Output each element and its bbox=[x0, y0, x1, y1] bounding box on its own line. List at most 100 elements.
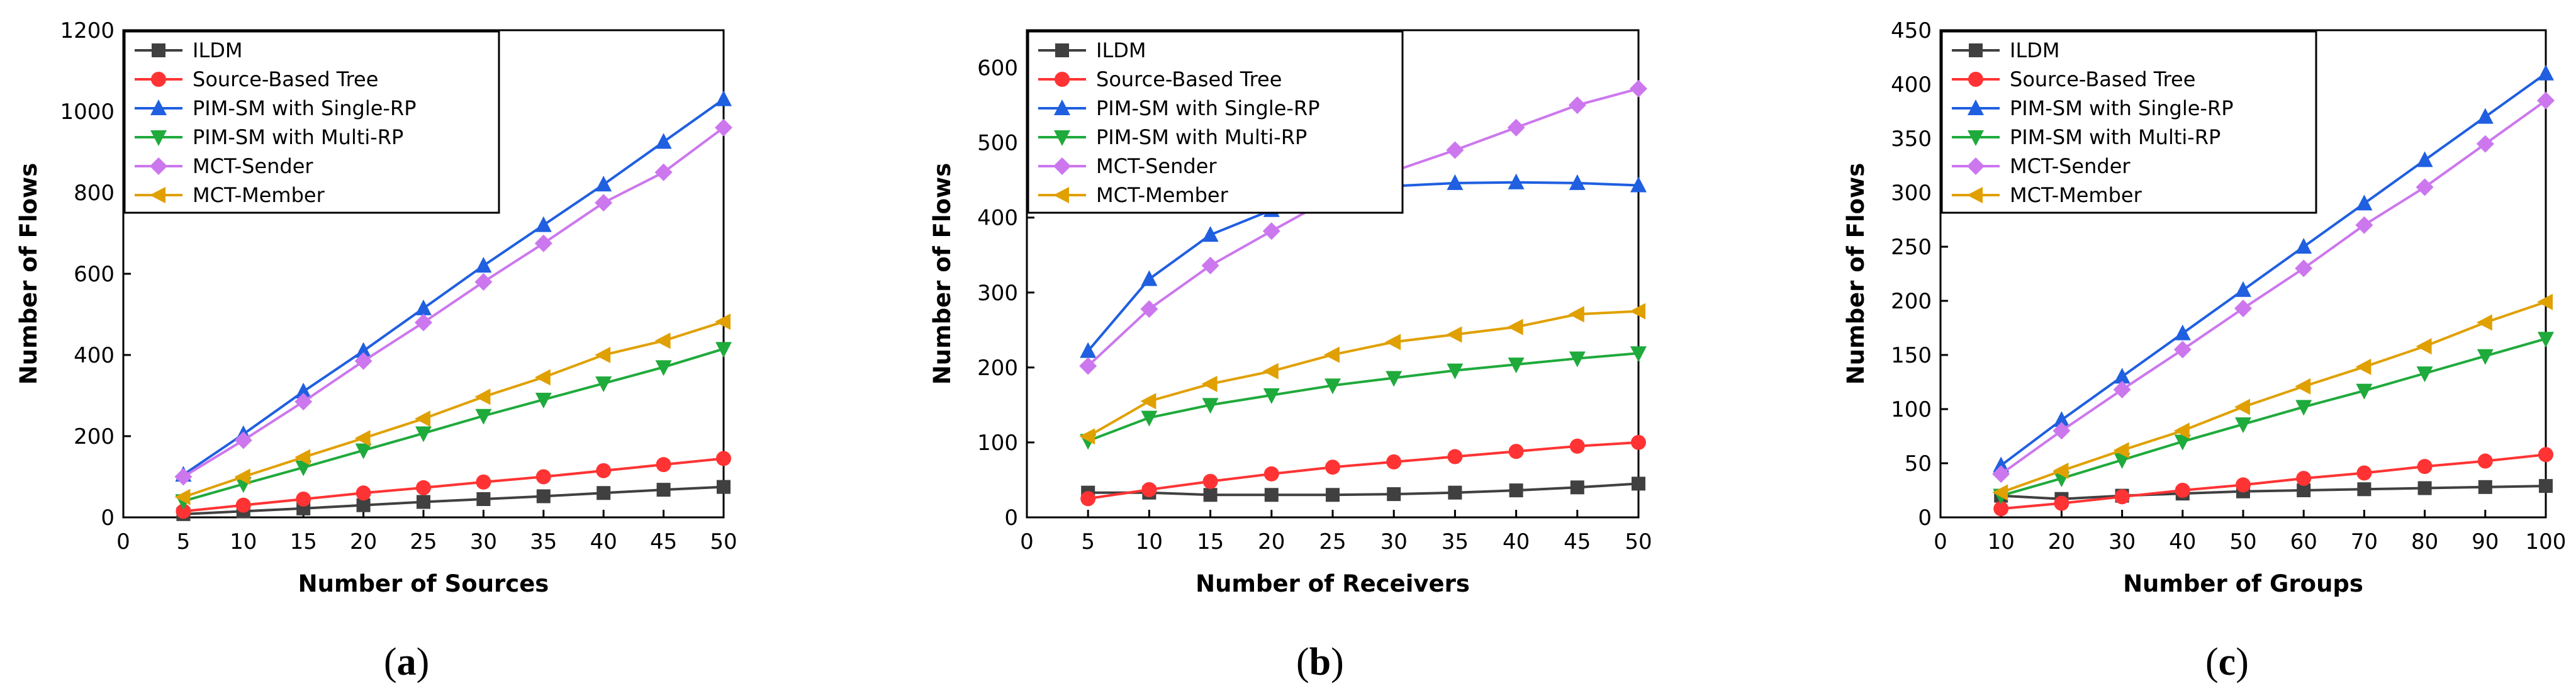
data-point bbox=[415, 410, 430, 427]
legend-label: ILDM bbox=[193, 38, 243, 62]
x-tick-label: 90 bbox=[2472, 529, 2499, 554]
legend-label: Source-Based Tree bbox=[1096, 67, 1282, 91]
y-tick-label: 500 bbox=[977, 131, 1018, 156]
y-tick-label: 250 bbox=[1891, 235, 1932, 260]
data-point bbox=[534, 234, 552, 252]
data-point bbox=[2295, 238, 2312, 254]
data-point bbox=[2355, 216, 2373, 234]
data-point bbox=[1140, 300, 1158, 318]
x-tick-label: 35 bbox=[530, 529, 557, 554]
data-point bbox=[1508, 444, 1524, 459]
data-point bbox=[1630, 303, 1645, 320]
data-point bbox=[1570, 480, 1584, 495]
data-point bbox=[1508, 357, 1525, 374]
legend-label: PIM-SM with Multi-RP bbox=[193, 125, 403, 149]
data-point bbox=[2174, 434, 2191, 451]
data-point bbox=[2052, 422, 2071, 440]
data-point bbox=[356, 485, 371, 501]
data-point bbox=[2477, 108, 2494, 124]
legend-box bbox=[123, 30, 500, 214]
data-point bbox=[1324, 378, 1341, 395]
legend-marker bbox=[151, 72, 166, 87]
data-point bbox=[2175, 483, 2190, 498]
panel-c: 0 10 20 30 40 50 60 70 80 90 100 0 50 100 150 200 250 300… bbox=[1842, 18, 2566, 684]
y-tick-label: 50 bbox=[1905, 451, 1932, 476]
data-point bbox=[1992, 484, 2008, 501]
y-tick-label: 400 bbox=[977, 206, 1018, 231]
data-point bbox=[1201, 256, 1219, 274]
y-axis-title: Number of Flows bbox=[1842, 163, 1869, 385]
series-line bbox=[183, 457, 724, 513]
data-point bbox=[234, 468, 250, 485]
data-point bbox=[1201, 376, 1218, 393]
x-tick-label: 35 bbox=[1442, 529, 1469, 554]
legend-label: PIM-SM with Multi-RP bbox=[2010, 125, 2220, 149]
panel-b: 0 5 10 15 20 25 30 35 40 45 500100200300400500600N… bbox=[929, 29, 1652, 684]
x-tick-label: 20 bbox=[350, 529, 377, 554]
data-point bbox=[1507, 118, 1525, 137]
data-point bbox=[2416, 338, 2432, 355]
legend-label: PIM-SM with Single-RP bbox=[2010, 96, 2234, 120]
data-point bbox=[715, 118, 732, 137]
data-point bbox=[1079, 357, 1097, 375]
data-point bbox=[2114, 489, 2130, 505]
y-tick-label: 150 bbox=[1891, 343, 1932, 368]
data-point bbox=[415, 313, 432, 332]
data-point bbox=[1263, 388, 1280, 404]
x-tick-label: 30 bbox=[2108, 529, 2136, 554]
y-tick-label: 0 bbox=[1918, 505, 1932, 531]
data-point bbox=[1264, 488, 1279, 502]
data-point bbox=[655, 133, 672, 149]
series-line bbox=[1087, 310, 1639, 438]
x-tick-label: 0 bbox=[1934, 529, 1947, 554]
x-tick-label: 30 bbox=[470, 529, 497, 554]
legend-marker bbox=[1967, 187, 1983, 203]
y-tick-label: 400 bbox=[74, 343, 115, 368]
data-point bbox=[1079, 428, 1095, 445]
y-axis-title: Number of Flows bbox=[15, 163, 42, 385]
x-axis-title: Number of Receivers bbox=[1196, 570, 1470, 597]
data-point bbox=[1992, 465, 2010, 483]
panel-label: (b) bbox=[1296, 641, 1344, 684]
series-source-based-tree bbox=[1080, 434, 1646, 507]
legend-marker bbox=[1969, 43, 1983, 57]
y-tick-label: 350 bbox=[1891, 127, 1932, 152]
data-point bbox=[1993, 456, 2010, 473]
legend-marker bbox=[1055, 72, 1070, 87]
data-point bbox=[1630, 176, 1647, 193]
data-point bbox=[2417, 481, 2432, 495]
data-point bbox=[354, 352, 372, 370]
data-point bbox=[2234, 398, 2250, 415]
data-point bbox=[2417, 459, 2433, 475]
legend-label: ILDM bbox=[1096, 38, 1146, 62]
y-tick-label: 0 bbox=[101, 505, 115, 531]
y-tick-label: 800 bbox=[74, 181, 115, 206]
data-point bbox=[655, 360, 672, 376]
x-tick-label: 25 bbox=[1319, 529, 1346, 554]
data-point bbox=[1447, 363, 1464, 380]
legend-marker bbox=[1968, 130, 1984, 146]
legend-marker bbox=[1054, 99, 1070, 115]
data-point bbox=[1507, 318, 1523, 335]
x-tick-label: 5 bbox=[1081, 529, 1095, 554]
data-point bbox=[1447, 174, 1464, 190]
data-point bbox=[656, 483, 671, 497]
data-point bbox=[1387, 487, 1401, 502]
series-line bbox=[2001, 453, 2546, 510]
y-tick-label: 100 bbox=[1891, 397, 1932, 422]
series-source-based-tree bbox=[176, 451, 731, 519]
data-point bbox=[2539, 479, 2553, 493]
data-point bbox=[535, 216, 552, 232]
data-point bbox=[2235, 281, 2251, 297]
data-point bbox=[595, 376, 612, 393]
data-point bbox=[355, 342, 372, 358]
y-tick-label: 200 bbox=[977, 356, 1018, 381]
legend-entry: MCT-Member bbox=[135, 183, 325, 207]
y-tick-label: 600 bbox=[977, 56, 1018, 81]
data-point bbox=[474, 273, 493, 291]
legend-box bbox=[1940, 30, 2317, 214]
data-point bbox=[1568, 306, 1584, 323]
legend-entry: MCT-Sender bbox=[135, 154, 313, 178]
y-tick-label: 300 bbox=[1891, 181, 1932, 206]
